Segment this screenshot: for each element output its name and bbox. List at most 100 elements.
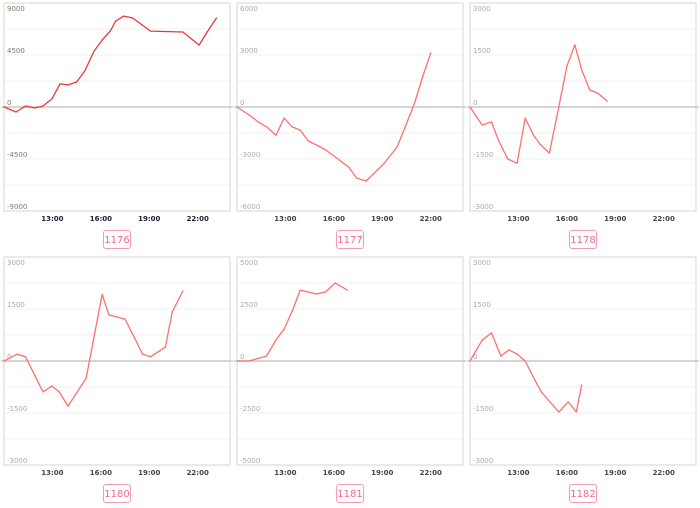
data-point xyxy=(59,83,61,85)
data-point xyxy=(356,177,358,179)
data-point xyxy=(123,15,125,17)
data-point xyxy=(3,360,5,362)
data-point xyxy=(490,121,493,123)
chart-panel-1180: 3000 1500 0 -1500 -3000 13:00 16:00 19:00 22:00 xyxy=(1,256,233,477)
data-point xyxy=(497,139,499,141)
x-tick-label: 13:00 xyxy=(274,215,296,223)
data-point xyxy=(413,102,416,104)
chart-panel-1181: 5000 2500 0 -2500 -5000 13:00 16:00 19:00 22:00 xyxy=(234,256,466,477)
data-point xyxy=(558,411,560,413)
data-point xyxy=(481,339,483,341)
chart-label-1178[interactable]: 1178 xyxy=(569,230,597,249)
data-point xyxy=(581,69,583,71)
data-point xyxy=(283,328,285,330)
y-tick-label: -1500 xyxy=(473,405,493,413)
data-point xyxy=(422,76,424,78)
y-tick-label: -1500 xyxy=(473,151,493,159)
x-tick-label: 13:00 xyxy=(41,469,63,477)
data-point xyxy=(42,391,44,393)
data-point xyxy=(574,44,576,46)
y-tick-label: 0 xyxy=(7,353,11,361)
data-point xyxy=(500,355,502,357)
chart-panel-1178: 3000 1500 0 -1500 -3000 13:00 16:00 19:00 22:00 xyxy=(467,2,699,223)
data-point xyxy=(58,391,60,393)
y-tick-label: -5000 xyxy=(240,457,260,465)
series-line-1177 xyxy=(236,52,432,182)
x-tick-label: 22:00 xyxy=(420,215,442,223)
chart-label-1180[interactable]: 1180 xyxy=(103,484,131,503)
data-point xyxy=(299,129,301,131)
y-tick-label: -3000 xyxy=(240,151,260,159)
data-point xyxy=(150,356,152,358)
x-tick-label: 19:00 xyxy=(604,215,626,223)
data-point xyxy=(141,353,144,355)
data-point xyxy=(299,289,301,291)
data-point xyxy=(430,52,432,54)
y-tick-label: 3000 xyxy=(473,5,491,13)
data-point xyxy=(548,152,550,154)
data-point xyxy=(558,106,560,108)
y-tick-label: -1500 xyxy=(7,405,27,413)
data-point xyxy=(597,92,599,94)
chart-label-1176[interactable]: 1176 xyxy=(103,230,131,249)
y-tick-label: 3000 xyxy=(473,259,491,267)
data-point xyxy=(76,81,78,83)
y-tick-label: 9000 xyxy=(7,5,25,13)
data-point xyxy=(42,105,44,107)
x-tick-label: 22:00 xyxy=(653,215,675,223)
series-line-1182 xyxy=(469,332,583,413)
x-tick-label: 19:00 xyxy=(371,469,393,477)
chart-label-1182[interactable]: 1182 xyxy=(569,484,597,503)
chart-label-1177[interactable]: 1177 xyxy=(336,230,364,249)
x-tick-label: 13:00 xyxy=(41,215,63,223)
data-point xyxy=(257,121,260,123)
data-point xyxy=(283,117,285,119)
data-point xyxy=(265,126,268,128)
data-point xyxy=(132,17,134,19)
chart-label-1181[interactable]: 1181 xyxy=(336,484,364,503)
data-point xyxy=(93,50,95,52)
x-tick-label: 19:00 xyxy=(138,469,160,477)
data-point xyxy=(334,282,336,284)
data-point xyxy=(16,353,19,355)
x-tick-label: 19:00 xyxy=(138,215,160,223)
x-tick-label: 13:00 xyxy=(507,215,529,223)
data-point xyxy=(108,314,110,316)
y-tick-label: -3000 xyxy=(7,457,27,465)
y-tick-label: 5000 xyxy=(240,259,258,267)
data-point xyxy=(206,31,208,33)
data-point xyxy=(198,44,200,46)
data-point xyxy=(24,105,27,107)
data-point xyxy=(516,353,518,355)
data-point xyxy=(383,163,385,165)
data-point xyxy=(346,289,348,291)
data-point xyxy=(325,149,327,151)
data-point xyxy=(248,360,250,362)
data-point xyxy=(481,124,483,126)
data-point xyxy=(67,84,69,86)
data-point xyxy=(101,293,103,296)
data-point xyxy=(171,311,173,313)
data-point xyxy=(291,310,293,312)
y-tick-label: 0 xyxy=(240,353,244,361)
data-point xyxy=(275,339,277,341)
data-point xyxy=(315,293,317,295)
x-tick-label: 22:00 xyxy=(653,469,675,477)
data-point xyxy=(490,332,493,334)
data-point xyxy=(34,107,36,109)
data-point xyxy=(248,114,250,116)
chart-panel-1177: 6000 3000 0 -3000 -6000 13:00 16:00 19:00 22:00 xyxy=(234,2,466,223)
data-point xyxy=(84,70,86,72)
y-tick-label: -3000 xyxy=(473,203,493,211)
x-tick-label: 16:00 xyxy=(556,215,578,223)
data-point xyxy=(24,356,27,358)
x-tick-label: 16:00 xyxy=(90,215,112,223)
data-point xyxy=(532,134,534,136)
y-tick-label: 0 xyxy=(473,99,477,107)
x-tick-label: 16:00 xyxy=(323,215,345,223)
y-tick-label: -2500 xyxy=(240,405,260,413)
y-tick-label: 6000 xyxy=(240,5,258,13)
y-tick-label: -3000 xyxy=(473,457,493,465)
y-tick-label: -9000 xyxy=(7,203,27,211)
